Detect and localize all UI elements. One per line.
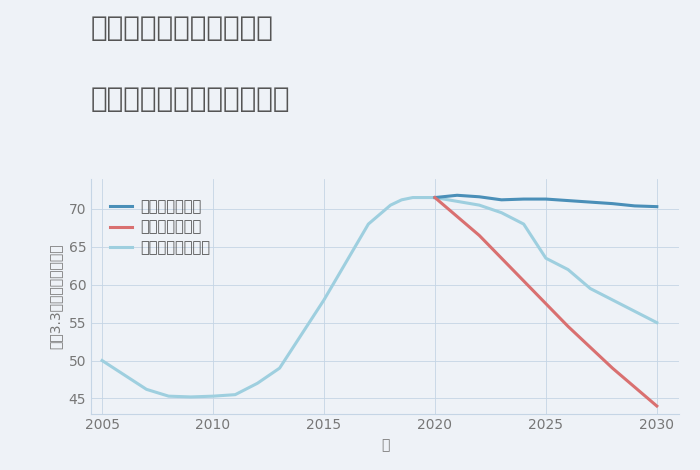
ノーマルシナリオ xyxy=(453,198,461,204)
ノーマルシナリオ xyxy=(342,259,351,265)
ノーマルシナリオ xyxy=(187,394,195,400)
ノーマルシナリオ xyxy=(542,255,550,261)
バッドシナリオ xyxy=(430,195,439,200)
グッドシナリオ xyxy=(453,192,461,198)
ノーマルシナリオ xyxy=(209,393,217,399)
ノーマルシナリオ xyxy=(652,320,661,325)
Legend: グッドシナリオ, バッドシナリオ, ノーマルシナリオ: グッドシナリオ, バッドシナリオ, ノーマルシナリオ xyxy=(104,193,216,261)
ノーマルシナリオ xyxy=(430,195,439,200)
ノーマルシナリオ xyxy=(298,331,306,337)
グッドシナリオ xyxy=(497,197,505,203)
ノーマルシナリオ xyxy=(386,202,395,208)
ノーマルシナリオ xyxy=(586,286,594,291)
Text: 中古マンションの価格推移: 中古マンションの価格推移 xyxy=(91,85,290,113)
バッドシナリオ xyxy=(608,365,617,371)
ノーマルシナリオ xyxy=(253,380,262,386)
グッドシナリオ xyxy=(586,199,594,205)
ノーマルシナリオ xyxy=(142,386,150,392)
Text: 福岡県太宰府市青葉台の: 福岡県太宰府市青葉台の xyxy=(91,14,274,42)
Line: ノーマルシナリオ: ノーマルシナリオ xyxy=(102,197,657,397)
ノーマルシナリオ xyxy=(164,393,173,399)
グッドシナリオ xyxy=(430,195,439,200)
ノーマルシナリオ xyxy=(364,221,372,227)
ノーマルシナリオ xyxy=(231,392,239,398)
ノーマルシナリオ xyxy=(320,297,328,303)
ノーマルシナリオ xyxy=(419,195,428,200)
Line: グッドシナリオ: グッドシナリオ xyxy=(435,195,657,207)
ノーマルシナリオ xyxy=(409,195,417,200)
グッドシナリオ xyxy=(564,198,573,204)
グッドシナリオ xyxy=(608,201,617,206)
ノーマルシナリオ xyxy=(497,210,505,216)
ノーマルシナリオ xyxy=(475,202,484,208)
バッドシナリオ xyxy=(652,403,661,409)
バッドシナリオ xyxy=(475,233,484,238)
ノーマルシナリオ xyxy=(631,308,639,314)
ノーマルシナリオ xyxy=(519,221,528,227)
Line: バッドシナリオ: バッドシナリオ xyxy=(435,197,657,406)
バッドシナリオ xyxy=(519,278,528,284)
X-axis label: 年: 年 xyxy=(381,438,389,452)
グッドシナリオ xyxy=(631,203,639,209)
ノーマルシナリオ xyxy=(275,365,284,371)
ノーマルシナリオ xyxy=(564,267,573,273)
バッドシナリオ xyxy=(564,324,573,329)
ノーマルシナリオ xyxy=(98,358,106,363)
グッドシナリオ xyxy=(519,196,528,202)
ノーマルシナリオ xyxy=(398,197,406,203)
グッドシナリオ xyxy=(542,196,550,202)
Y-axis label: 坪（3.3㎡）単価（万円）: 坪（3.3㎡）単価（万円） xyxy=(49,243,63,349)
グッドシナリオ xyxy=(475,194,484,200)
ノーマルシナリオ xyxy=(608,297,617,303)
グッドシナリオ xyxy=(652,204,661,210)
